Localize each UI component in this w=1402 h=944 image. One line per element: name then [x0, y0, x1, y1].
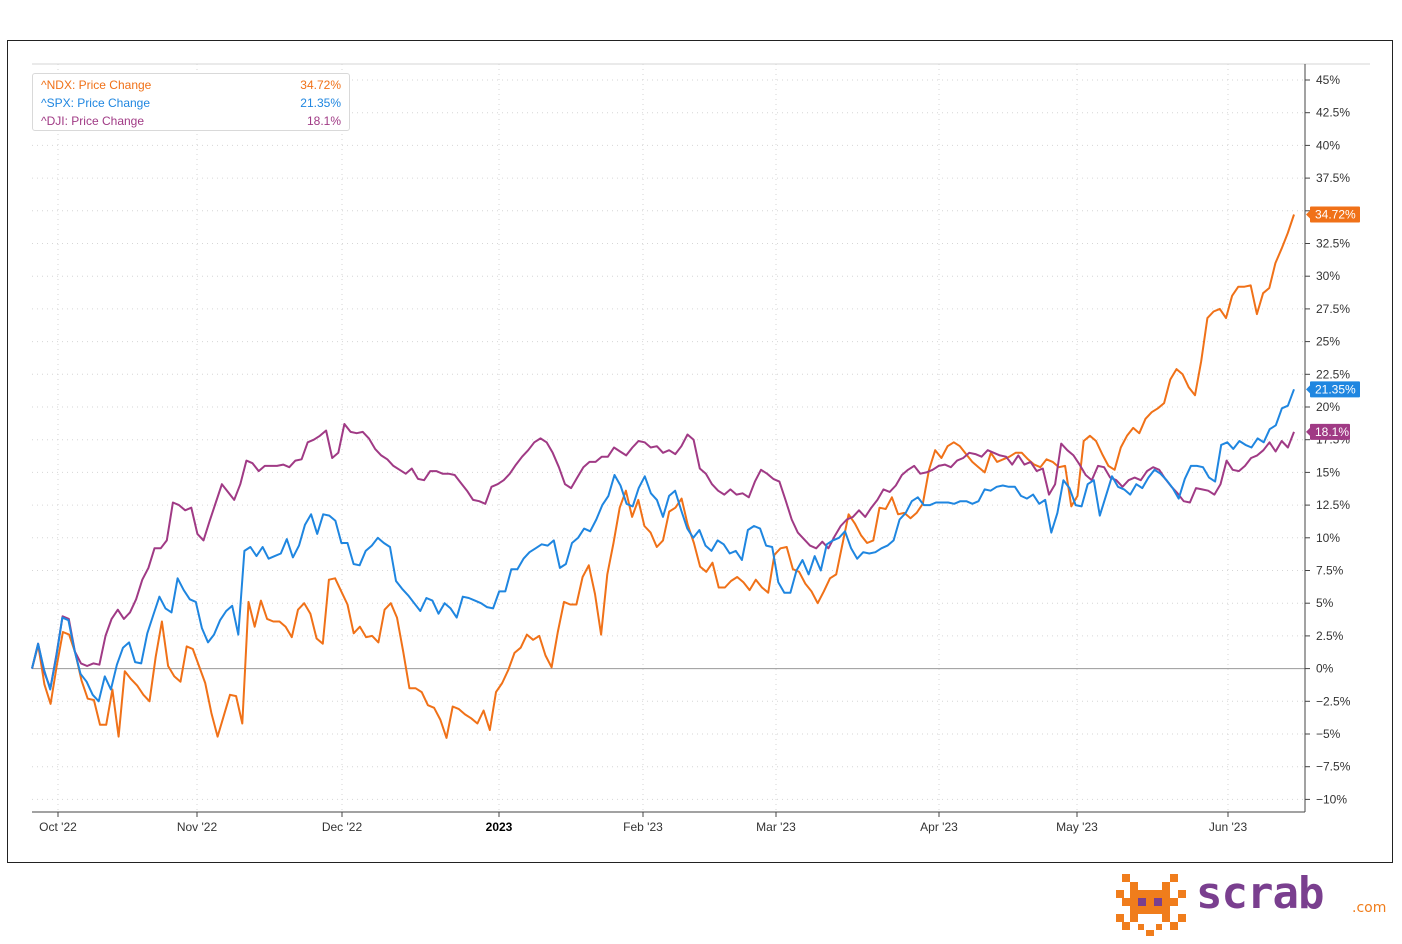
y-tick-label: 0% [1316, 662, 1334, 676]
y-tick-label: 2.5% [1316, 629, 1344, 643]
legend-item-ndx[interactable]: ^NDX: Price Change 34.72% [41, 76, 341, 94]
y-tick-label: 40% [1316, 138, 1340, 152]
last-value-label: 21.35% [1315, 382, 1356, 396]
x-tick-label: Apr '23 [920, 820, 958, 834]
legend-label: ^NDX: Price Change [41, 78, 152, 92]
badge-pointer [1306, 210, 1310, 219]
y-tick-label: 30% [1316, 269, 1340, 283]
legend-value: 34.72% [300, 78, 341, 92]
chart-legend: ^NDX: Price Change 34.72% ^SPX: Price Ch… [32, 73, 350, 131]
y-tick-label: 25% [1316, 335, 1340, 349]
x-tick-label: Nov '22 [177, 820, 218, 834]
series-line-dji [31, 423, 1295, 690]
series-line-ndx [31, 214, 1295, 739]
y-tick-label: −10% [1316, 792, 1347, 806]
y-tick-label: −5% [1316, 727, 1341, 741]
series-line-spx [31, 388, 1295, 703]
last-value-label: 18.1% [1315, 425, 1349, 439]
y-tick-label: 5% [1316, 596, 1334, 610]
legend-value: 18.1% [306, 114, 341, 128]
grid-layer [32, 63, 1370, 812]
legend-item-spx[interactable]: ^SPX: Price Change 21.35% [41, 94, 341, 112]
x-tick-label: Mar '23 [756, 820, 796, 834]
last-value-badge [1310, 381, 1360, 398]
x-tick-label: Dec '22 [322, 820, 363, 834]
series-layer [31, 214, 1295, 739]
legend-item-dji[interactable]: ^DJI: Price Change 18.1% [41, 112, 341, 130]
badge-pointer [1306, 385, 1310, 394]
legend-label: ^SPX: Price Change [41, 96, 151, 110]
logo-wordmark: scrab [1196, 868, 1324, 919]
y-tick-label: 22.5% [1316, 367, 1350, 381]
last-value-badge [1310, 423, 1350, 440]
x-axis: Oct '22 Nov '22 Dec '22 2023 Feb '23 Mar '23 A… [32, 811, 1305, 834]
x-tick-label: Jun '23 [1209, 820, 1248, 834]
y-tick-label: 42.5% [1316, 106, 1350, 120]
x-tick-label: Feb '23 [623, 820, 663, 834]
y-tick-label: 10% [1316, 531, 1340, 545]
y-tick-label: 37.5% [1316, 171, 1350, 185]
scrab-logo: scrab .com [1116, 868, 1402, 938]
last-value-badges: 34.72% 21.35% 18.1% [1306, 206, 1360, 440]
y-tick-label: −2.5% [1316, 694, 1351, 708]
logo-suffix: .com [1352, 900, 1387, 916]
y-tick-label: 12.5% [1316, 498, 1350, 512]
last-value-badge [1310, 206, 1360, 223]
y-tick-label: 7.5% [1316, 564, 1344, 578]
y-tick-label: 15% [1316, 465, 1340, 479]
x-tick-label: Oct '22 [39, 820, 77, 834]
y-tick-label: 27.5% [1316, 302, 1350, 316]
crab-logo-icon [1116, 874, 1186, 936]
x-tick-label: May '23 [1056, 820, 1098, 834]
y-axis: 45%42.5%40%37.5%35%32.5%30%27.5%25%22.5%… [1304, 64, 1351, 812]
last-value-label: 34.72% [1315, 207, 1356, 221]
badge-pointer [1306, 427, 1310, 436]
chart-frame [7, 40, 1393, 863]
x-tick-label: 2023 [486, 820, 513, 834]
y-tick-label: 32.5% [1316, 237, 1350, 251]
legend-value: 21.35% [300, 96, 341, 110]
y-tick-label: −7.5% [1316, 760, 1351, 774]
y-tick-label: 45% [1316, 73, 1340, 87]
legend-label: ^DJI: Price Change [41, 114, 145, 128]
y-tick-label: 20% [1316, 400, 1340, 414]
